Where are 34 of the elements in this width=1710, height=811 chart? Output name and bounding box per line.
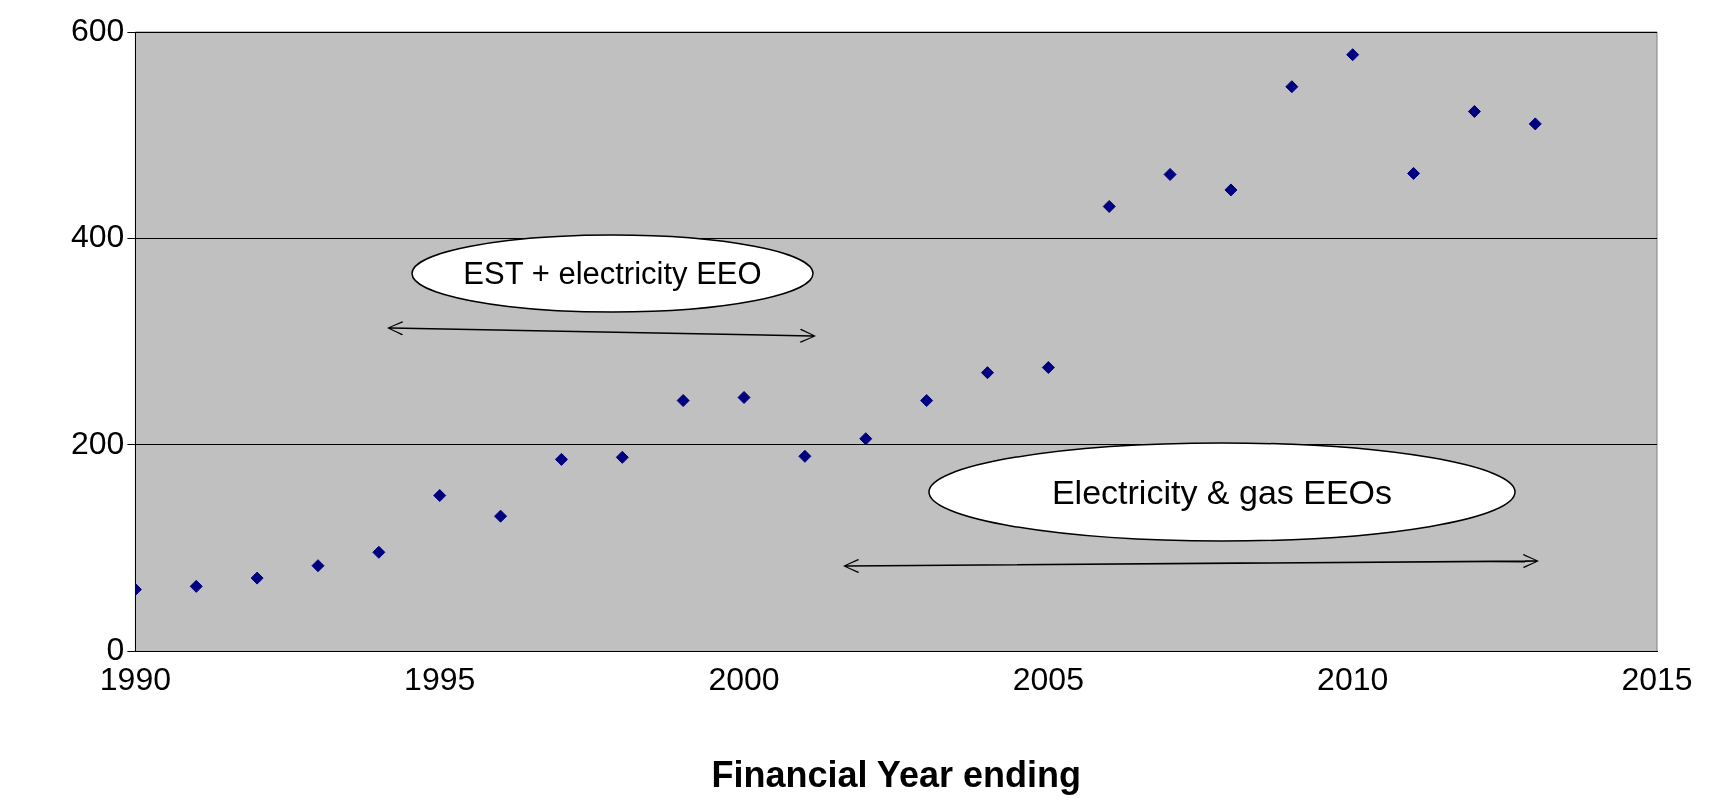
point: [1528, 117, 1542, 131]
x-tick-label: 1995: [404, 661, 476, 698]
point: [1346, 48, 1360, 62]
point: [737, 390, 751, 404]
point: [1285, 80, 1299, 94]
point: [1407, 166, 1421, 180]
y-tick-label: 400: [71, 218, 125, 255]
x-tick-label: 2015: [1621, 661, 1693, 698]
x-tick-label: 2000: [708, 661, 780, 698]
point: [798, 449, 812, 463]
point: [1041, 361, 1055, 375]
x-tick-label: 2005: [1012, 661, 1084, 698]
point: [980, 366, 994, 380]
point: [1163, 167, 1177, 181]
point: [372, 545, 386, 559]
point: [615, 450, 629, 464]
y-tick-label: 600: [71, 11, 125, 48]
point: [920, 394, 934, 408]
y-tick-label: 200: [71, 424, 125, 461]
point: [1467, 104, 1481, 118]
point: [250, 571, 264, 585]
point: [494, 509, 508, 523]
point: [189, 579, 203, 593]
annotation: EST + electricity EEO: [462, 254, 763, 293]
point: [554, 452, 568, 466]
x-tick-label: 2010: [1317, 661, 1389, 698]
point: [433, 489, 447, 503]
annotation: Electricity & gas EEOs: [1050, 471, 1394, 513]
x-axis-title: Financial Year ending: [711, 754, 1081, 796]
point: [676, 394, 690, 408]
point: [1102, 199, 1116, 213]
point: [1224, 183, 1238, 197]
point: [311, 559, 325, 573]
point: [859, 432, 873, 446]
